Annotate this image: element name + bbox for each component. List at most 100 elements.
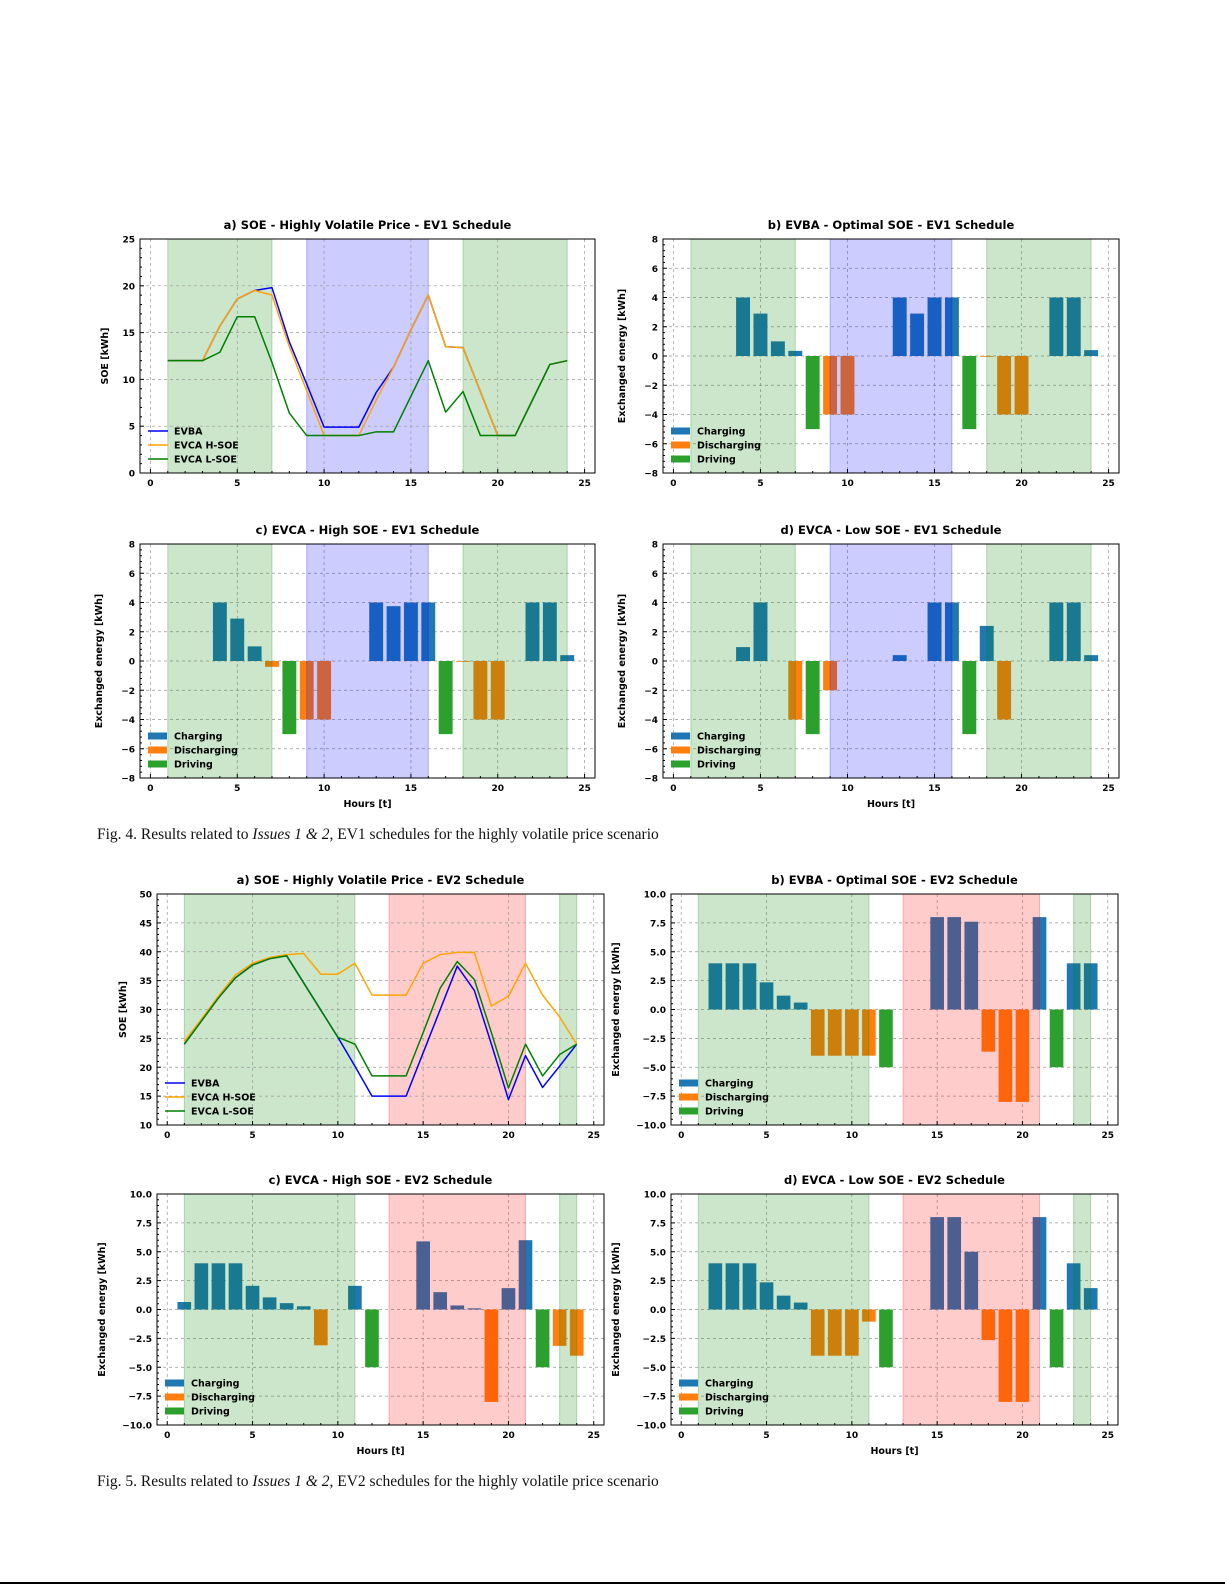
x-tick-label: 10 xyxy=(841,784,854,794)
bar-discharging xyxy=(997,661,1012,720)
bar-charging xyxy=(930,917,944,1010)
shaded-region-green xyxy=(559,894,577,1125)
y-tick-label: 25 xyxy=(139,1035,152,1045)
x-tick-label: 5 xyxy=(234,479,240,489)
y-tick-label: −7.5 xyxy=(643,1393,666,1403)
x-tick-label: 20 xyxy=(491,479,504,489)
legend-label: EVCA L-SOE xyxy=(191,1107,254,1118)
legend-swatch xyxy=(671,746,690,754)
y-tick-label: 6 xyxy=(129,570,135,580)
bar-charging xyxy=(964,921,979,1010)
bar-charging xyxy=(947,917,962,1010)
bar-charging xyxy=(708,963,723,1010)
figure-4-caption: Fig. 4. Results related to Issues 1 & 2,… xyxy=(97,826,659,844)
bar-discharging xyxy=(862,1009,876,1056)
bar-charging xyxy=(1049,602,1064,661)
x-tick-label: 20 xyxy=(491,784,504,794)
x-axis-label: Hours [t] xyxy=(356,1446,404,1457)
x-tick-label: 25 xyxy=(1101,1431,1114,1441)
bar-driving xyxy=(879,1309,893,1368)
bar-charging xyxy=(1032,1217,1047,1310)
bar-discharging xyxy=(552,1309,567,1346)
legend-label: Driving xyxy=(705,1407,744,1418)
y-tick-label: 15 xyxy=(139,1093,152,1103)
series-line-evca-l-soe xyxy=(183,955,578,1089)
x-tick-label: 15 xyxy=(417,1431,430,1441)
y-tick-label: 20 xyxy=(139,1064,152,1074)
x-tick-label: 10 xyxy=(846,1131,859,1141)
legend-label: Discharging xyxy=(705,1393,769,1404)
bar-charging xyxy=(386,606,401,661)
y-axis-label: SOE [kWh] xyxy=(118,981,129,1038)
legend-swatch xyxy=(679,1407,698,1415)
caption-italic: Issues 1 & 2 xyxy=(252,826,330,843)
bar-charging xyxy=(501,1288,516,1310)
x-tick-label: 0 xyxy=(147,479,153,489)
bar-discharging xyxy=(1015,1309,1030,1402)
legend-label: Driving xyxy=(705,1107,744,1118)
y-tick-label: 7.5 xyxy=(650,1219,666,1229)
y-axis-label: Exchanged energy [kWh] xyxy=(611,1242,622,1376)
legend-swatch xyxy=(165,1407,184,1415)
bar-charging xyxy=(1084,655,1099,661)
bar-charging xyxy=(433,1292,448,1310)
chart-0: 0 5 10 15 20 25 0 5 10 15 20 25 a) SOE - Highly Vola… xyxy=(100,218,596,489)
bar-charging xyxy=(927,602,942,661)
bar-charging xyxy=(759,982,774,1010)
chart-2: 0 5 10 15 20 25 −8 −6 −4 −2 0 2 4 6 8 c) EVCA - High SO… xyxy=(94,523,596,810)
bar-charging xyxy=(542,602,557,661)
y-tick-label: 45 xyxy=(139,919,152,929)
caption-text: , EV1 schedules for the highly volatile … xyxy=(329,826,659,843)
shaded-region-red xyxy=(389,1194,526,1425)
legend-label: Charging xyxy=(174,732,222,743)
bar-discharging xyxy=(827,1309,842,1356)
y-tick-label: 10.0 xyxy=(130,1191,152,1201)
y-tick-label: 5 xyxy=(129,423,135,433)
bar-charging xyxy=(759,1282,774,1310)
x-tick-label: 15 xyxy=(931,1131,944,1141)
chart-title: b) EVBA - Optimal SOE - EV2 Schedule xyxy=(771,873,1018,887)
x-tick-label: 25 xyxy=(1102,784,1115,794)
bar-charging xyxy=(1066,963,1081,1010)
legend-swatch xyxy=(679,1107,698,1115)
y-tick-label: 7.5 xyxy=(136,1219,152,1229)
bar-charging xyxy=(708,1263,723,1310)
shaded-region-green xyxy=(690,239,796,473)
legend: EVBA EVCA H-SOE EVCA L-SOE xyxy=(148,427,239,466)
legend-swatch xyxy=(671,427,690,435)
y-axis-label: Exchanged energy [kWh] xyxy=(617,289,628,423)
bar-discharging xyxy=(317,661,332,720)
legend: Charging Discharging Driving xyxy=(671,427,761,466)
bar-charging xyxy=(296,1306,311,1310)
bar-charging xyxy=(247,646,262,661)
bar-charging xyxy=(1083,963,1098,1010)
shaded-region-green xyxy=(698,894,869,1125)
y-tick-label: −7.5 xyxy=(129,1393,152,1403)
bar-charging xyxy=(742,963,757,1010)
bar-discharging xyxy=(810,1309,825,1356)
bar-discharging xyxy=(997,356,1012,415)
y-tick-label: 4 xyxy=(652,599,658,609)
legend-swatch xyxy=(148,760,167,768)
y-tick-label: 5.0 xyxy=(136,1248,152,1258)
x-tick-label: 10 xyxy=(846,1431,859,1441)
x-tick-label: 10 xyxy=(332,1431,345,1441)
bar-discharging xyxy=(981,1009,996,1052)
y-tick-label: 0.0 xyxy=(650,1306,666,1316)
x-tick-label: 15 xyxy=(405,479,418,489)
bar-driving xyxy=(438,661,453,735)
x-tick-label: 0 xyxy=(164,1131,170,1141)
y-tick-label: −8 xyxy=(644,775,658,785)
bar-charging xyxy=(753,313,768,356)
x-tick-label: 20 xyxy=(502,1131,515,1141)
x-tick-label: 5 xyxy=(249,1131,255,1141)
x-tick-label: 10 xyxy=(318,479,331,489)
y-tick-label: −10.0 xyxy=(636,1422,666,1432)
y-tick-label: −6 xyxy=(644,745,658,755)
bar-charging xyxy=(245,1285,260,1310)
bar-charging xyxy=(944,297,959,356)
bar-discharging xyxy=(313,1309,328,1346)
bar-charging xyxy=(279,1303,294,1310)
bar-charging xyxy=(518,1240,533,1310)
shaded-region-blue xyxy=(306,239,429,473)
